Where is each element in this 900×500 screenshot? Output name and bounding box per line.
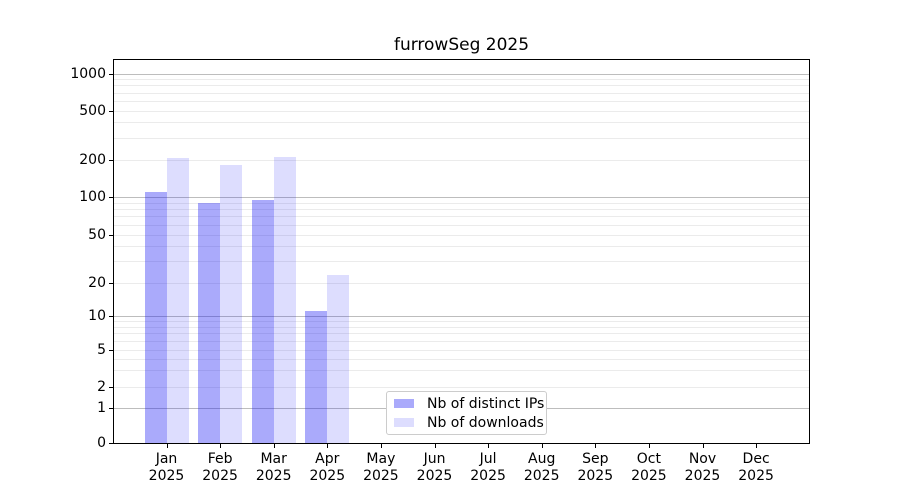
y-tick-mark [109,443,113,444]
x-tick-mark [488,444,490,448]
x-tick-label: Aug 2025 [523,451,560,485]
x-tick-mark [327,444,329,448]
x-tick-label: Jul 2025 [470,451,506,485]
legend-item-distinct-ips: Nb of distinct IPs [394,397,546,411]
y-tick-label: 10 [88,308,106,324]
gridline-minor [114,358,809,360]
x-tick-label: Dec 2025 [738,451,774,485]
y-tick-label: 1000 [70,65,106,82]
gridline-minor [114,321,809,323]
gridline-minor [114,202,809,204]
y-tick-label: 1 [97,400,106,416]
gridline-minor [114,282,809,284]
gridline-minor [114,122,809,124]
gridline-minor [114,340,809,342]
legend-label-downloads: Nb of downloads [427,414,544,431]
x-tick-mark [380,444,382,448]
bar-nb-of-distinct-ips-jan [144,191,167,443]
legend-swatch-downloads [394,418,414,427]
x-tick-mark [541,444,543,448]
y-tick-mark [109,282,113,284]
y-tick-mark [109,110,113,112]
x-tick-mark [220,444,222,448]
gridline-minor [114,349,809,351]
y-tick-label: 100 [79,189,106,205]
gridline-minor [114,333,809,335]
x-tick-mark [648,444,650,448]
x-tick-mark [756,444,758,448]
gridline-minor [114,85,809,87]
x-tick-label: Oct 2025 [631,451,667,485]
gridline-minor [114,261,809,263]
bar-nb-of-downloads-jan [166,158,189,443]
x-tick-mark [434,444,436,448]
plot-area [113,59,810,444]
legend-label-distinct-ips: Nb of distinct IPs [427,395,545,412]
gridline-minor [114,92,809,94]
bar-nb-of-downloads-mar [273,156,296,443]
gridline-major [114,316,809,317]
y-tick-label: 0 [97,435,106,451]
bar-nb-of-distinct-ips-apr [305,311,328,443]
y-tick-mark [109,73,113,75]
gridline-minor [114,100,809,102]
gridline-minor [114,209,809,211]
gridline-minor [114,110,809,112]
gridline-minor [114,246,809,248]
y-tick-label: 2 [97,378,106,395]
gridline-minor [114,79,809,81]
gridline-minor [114,370,809,372]
x-tick-mark [273,444,275,448]
gridline-minor [114,159,809,161]
gridline-minor [114,326,809,328]
x-tick-label: Apr 2025 [309,451,346,485]
y-tick-mark [109,386,113,388]
legend-swatch-distinct-ips [394,399,414,408]
x-tick-label: Mar 2025 [255,451,292,485]
y-tick-mark [109,349,113,351]
x-tick-label: Jan 2025 [148,451,185,485]
bar-nb-of-distinct-ips-mar [251,199,274,443]
gridline-minor [114,386,809,388]
y-tick-mark [109,408,113,409]
gridline-minor [114,224,809,226]
bar-nb-of-downloads-feb [220,164,243,443]
gridline-minor [114,234,809,236]
legend-item-downloads: Nb of downloads [394,416,546,430]
y-tick-mark [109,197,113,198]
bar-nb-of-downloads-apr [327,275,350,443]
x-tick-mark [595,444,597,448]
y-tick-label: 200 [79,151,106,168]
y-tick-mark [109,159,113,161]
bar-nb-of-distinct-ips-feb [198,203,221,443]
gridline-major [114,197,809,198]
y-tick-label: 50 [88,226,106,243]
x-tick-label: Jun 2025 [416,451,453,485]
y-tick-label: 5 [97,341,106,358]
y-tick-label: 20 [88,274,106,291]
x-tick-mark [702,444,704,448]
x-tick-mark [166,444,168,448]
x-tick-label: May 2025 [363,451,399,485]
x-tick-label: Nov 2025 [684,451,721,485]
chart-title: furrowSeg 2025 [393,35,530,55]
x-tick-label: Feb 2025 [202,451,238,485]
legend: Nb of distinct IPs Nb of downloads [386,391,547,435]
y-tick-mark [109,234,113,236]
gridline-minor [114,216,809,218]
y-tick-mark [109,316,113,317]
y-tick-label: 500 [79,102,106,119]
gridline-minor [114,137,809,139]
x-tick-label: Sep 2025 [577,451,614,485]
gridline-major [114,73,809,75]
